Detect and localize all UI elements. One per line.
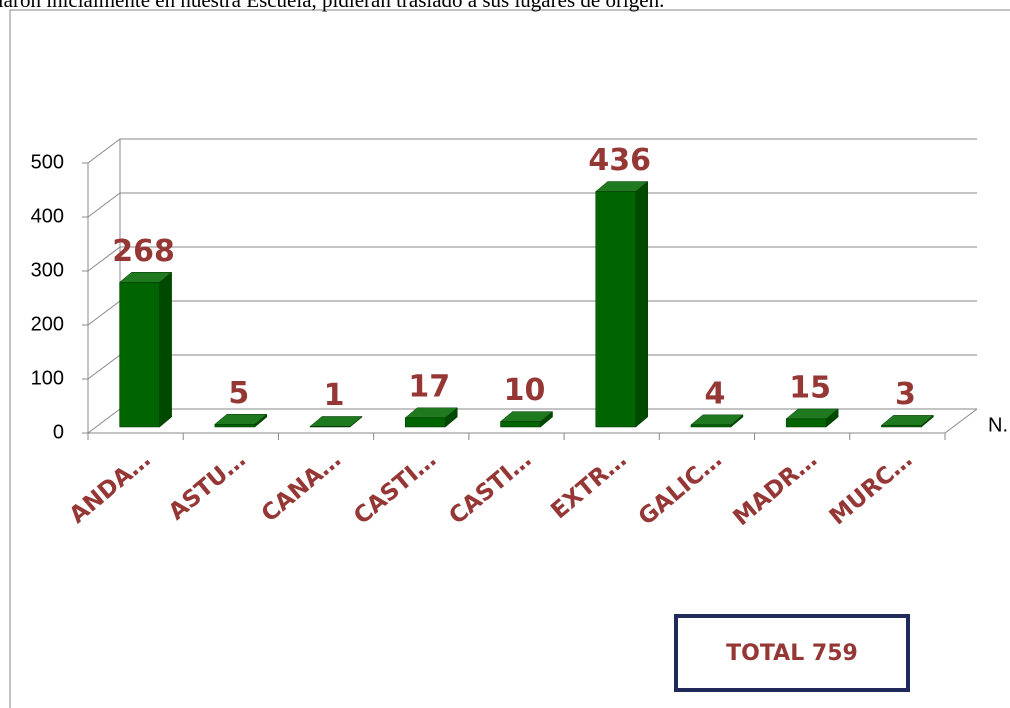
bar-front <box>309 426 351 428</box>
value-label: 10 <box>504 373 546 408</box>
x-tick-label: MADR… <box>729 447 823 532</box>
bar-front <box>690 424 732 428</box>
bar-side <box>635 181 648 428</box>
value-label: 268 <box>112 234 175 269</box>
bar-front <box>405 417 446 428</box>
y-tick-label: 300 <box>31 259 64 281</box>
value-label: 436 <box>588 143 651 178</box>
frame <box>9 9 1010 708</box>
bar <box>785 408 839 428</box>
bar-front <box>214 424 256 428</box>
grid-line <box>87 246 977 272</box>
bar-top <box>880 415 935 426</box>
value-label: 4 <box>705 376 726 411</box>
y-tick-label: 500 <box>31 151 64 173</box>
bar-front <box>595 191 636 428</box>
x-tick-label: CASTI… <box>444 447 536 530</box>
caption: ilaron inicialmente en nuestra Escuela, … <box>0 0 664 12</box>
x-tick-label: CANA… <box>257 447 346 528</box>
value-label: 17 <box>408 369 450 404</box>
y-tick-label: 200 <box>31 313 64 335</box>
x-tick-label: EXTR… <box>546 447 632 525</box>
x-tick-label: ASTU… <box>164 447 251 526</box>
bar <box>309 415 363 428</box>
annotation: TOTAL 759 <box>726 641 858 666</box>
bar <box>214 413 268 428</box>
bar <box>690 414 744 428</box>
bar <box>595 181 649 428</box>
x-tick-label: MURC… <box>825 447 918 531</box>
x-tick-label: CASTI… <box>349 447 441 530</box>
y-tick-label: 400 <box>31 205 64 227</box>
bar <box>404 407 458 428</box>
bar-top <box>309 416 363 427</box>
value-label: 3 <box>895 377 916 412</box>
value-label: 15 <box>789 370 831 405</box>
total-box <box>674 614 910 692</box>
x-tick-label: ANDA… <box>65 447 156 529</box>
grid-line <box>87 300 977 326</box>
bar-front <box>881 425 922 428</box>
grid-line <box>87 192 977 218</box>
bar-front <box>119 282 160 428</box>
bar-front <box>785 418 827 428</box>
y-tick-label: 100 <box>31 367 64 389</box>
bar-front <box>500 421 541 428</box>
legend-label: N. <box>988 414 1008 436</box>
value-label: 1 <box>324 378 345 413</box>
bar <box>880 414 935 428</box>
bar <box>118 271 173 428</box>
bar-side <box>159 271 172 428</box>
grid-line <box>87 138 977 164</box>
x-tick-label: GALIC… <box>634 447 727 531</box>
bar <box>499 411 554 428</box>
value-label: 5 <box>228 376 249 411</box>
y-tick-label: 0 <box>53 421 64 443</box>
